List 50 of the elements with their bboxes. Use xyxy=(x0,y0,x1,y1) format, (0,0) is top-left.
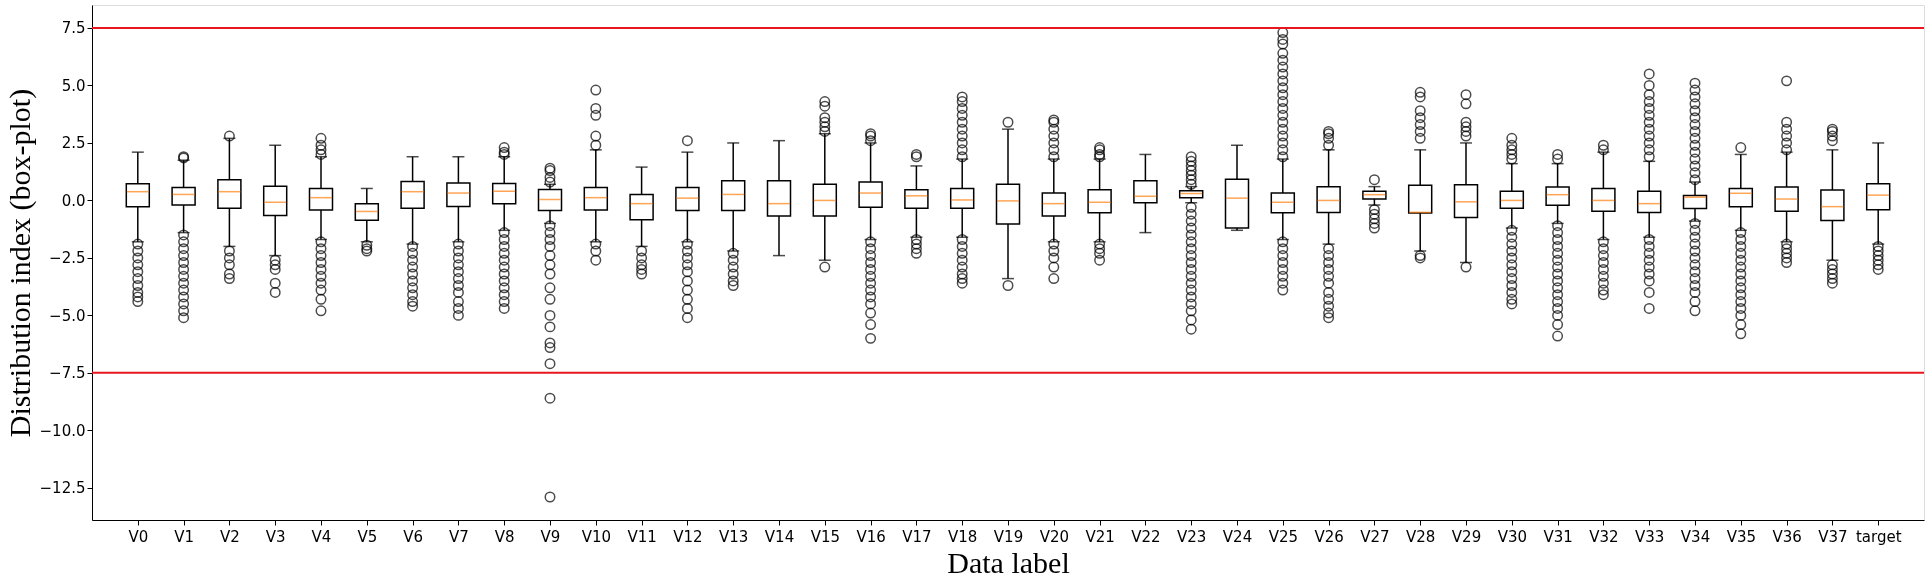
y-axis-title: Distribution index (box-plot) xyxy=(2,88,37,438)
x-tick-label: V35 xyxy=(1726,527,1756,546)
x-tick-label: V14 xyxy=(764,527,795,546)
x-tick-label: V33 xyxy=(1635,527,1665,546)
x-tick-label: V10 xyxy=(581,527,611,546)
x-axis-title: Data label xyxy=(947,545,1070,579)
x-tick-label: V27 xyxy=(1360,527,1390,546)
x-tick-label: V7 xyxy=(448,527,469,546)
x-tick-label: V36 xyxy=(1772,527,1802,546)
x-tick-label: V12 xyxy=(673,527,703,546)
x-tick-label: V5 xyxy=(357,527,378,546)
x-tick-label: V34 xyxy=(1680,527,1711,546)
x-tick-label: V25 xyxy=(1268,527,1298,546)
x-tick-label: V20 xyxy=(1039,527,1069,546)
x-tick-label: V9 xyxy=(540,527,561,546)
y-tick-label: −2.5 xyxy=(49,249,86,268)
x-tick-label: V11 xyxy=(627,527,657,546)
y-tick-label: −7.5 xyxy=(49,364,86,383)
x-tick-label: V17 xyxy=(902,527,932,546)
y-tick-label: 0.0 xyxy=(61,191,86,210)
x-tick-label: V6 xyxy=(403,527,424,546)
x-tick-label: V16 xyxy=(856,527,886,546)
y-tick-label: −5.0 xyxy=(49,306,86,325)
x-tick-label: V8 xyxy=(494,527,515,546)
x-tick-label: V24 xyxy=(1222,527,1253,546)
x-tick-label: V29 xyxy=(1451,527,1482,546)
x-tick-label: V15 xyxy=(810,527,840,546)
x-tick-label: target xyxy=(1855,527,1902,546)
y-tick-label: −12.5 xyxy=(39,479,86,498)
x-tick-label: V3 xyxy=(265,527,286,546)
x-tick-label: V18 xyxy=(948,527,978,546)
x-tick-label: V37 xyxy=(1818,527,1848,546)
x-tick-label: V32 xyxy=(1589,527,1619,546)
y-tick-label: 2.5 xyxy=(61,134,86,153)
y-tick-label: 5.0 xyxy=(61,76,86,95)
x-tick-label: V22 xyxy=(1131,527,1161,546)
x-tick-label: V1 xyxy=(174,527,195,546)
x-tick-label: V4 xyxy=(311,527,332,546)
x-tick-label: V26 xyxy=(1314,527,1344,546)
x-tick-label: V19 xyxy=(993,527,1024,546)
y-tick-label: −10.0 xyxy=(39,421,86,440)
y-tick-label: 7.5 xyxy=(61,19,86,38)
x-tick-label: V23 xyxy=(1177,527,1207,546)
x-tick-label: V21 xyxy=(1085,527,1115,546)
x-tick-label: V2 xyxy=(219,527,240,546)
x-tick-label: V13 xyxy=(719,527,749,546)
x-tick-label: V31 xyxy=(1543,527,1573,546)
x-tick-label: V28 xyxy=(1406,527,1436,546)
x-tick-label: V0 xyxy=(128,527,149,546)
x-tick-label: V30 xyxy=(1497,527,1527,546)
